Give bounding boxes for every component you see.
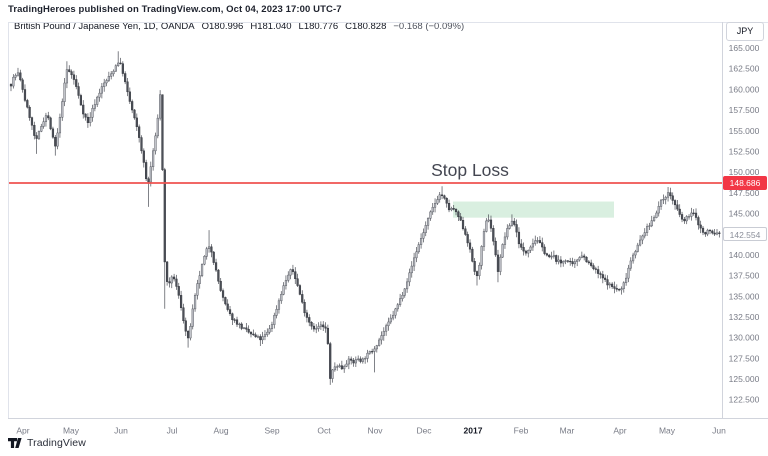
ohlc-open: O180.996 xyxy=(201,21,244,32)
svg-text:160.000: 160.000 xyxy=(729,84,760,94)
attribution-text: TradingHeroes published on TradingView.c… xyxy=(8,4,342,15)
svg-text:Aug: Aug xyxy=(213,426,228,436)
svg-text:145.000: 145.000 xyxy=(729,209,760,219)
svg-text:122.500: 122.500 xyxy=(729,395,760,405)
svg-text:Jun: Jun xyxy=(712,426,726,436)
svg-text:125.000: 125.000 xyxy=(729,374,760,384)
price-axis[interactable]: 165.000 162.500 160.000 157.500 155.000 152.5… xyxy=(729,43,760,405)
current-price-badge: 142.554 xyxy=(723,226,767,241)
svg-text:132.500: 132.500 xyxy=(729,312,760,322)
svg-text:Dec: Dec xyxy=(416,426,432,436)
svg-text:Sep: Sep xyxy=(264,426,279,436)
symbol-title: British Pound / Japanese Yen, 1D, OANDA xyxy=(14,21,195,32)
svg-text:162.500: 162.500 xyxy=(729,64,760,74)
symbol-legend[interactable]: British Pound / Japanese Yen, 1D, OANDA … xyxy=(14,21,464,32)
tradingview-watermark[interactable]: TradingView xyxy=(8,437,86,449)
svg-text:Feb: Feb xyxy=(514,426,529,436)
svg-text:Apr: Apr xyxy=(16,426,29,436)
time-axis[interactable]: Apr May Jun Jul Aug Sep Oct Nov Dec 2017 Feb Mar Apr… xyxy=(16,426,726,436)
price-change: −0.168 (−0.09%) xyxy=(393,21,465,32)
candlestick-series xyxy=(9,51,721,385)
svg-text:150.000: 150.000 xyxy=(729,167,760,177)
supply-zone-rectangle[interactable] xyxy=(453,201,614,218)
svg-text:135.000: 135.000 xyxy=(729,291,760,301)
svg-text:May: May xyxy=(63,426,80,436)
svg-text:Apr: Apr xyxy=(613,426,626,436)
svg-text:Oct: Oct xyxy=(317,426,331,436)
svg-text:157.500: 157.500 xyxy=(729,105,760,115)
currency-badge[interactable]: JPY xyxy=(726,22,764,41)
svg-text:140.000: 140.000 xyxy=(729,250,760,260)
svg-text:152.500: 152.500 xyxy=(729,146,760,156)
ohlc-high: H181.040 xyxy=(250,21,292,32)
svg-text:Jun: Jun xyxy=(114,426,128,436)
tradingview-logo-icon xyxy=(8,437,22,448)
svg-text:155.000: 155.000 xyxy=(729,126,760,136)
svg-text:Nov: Nov xyxy=(367,426,383,436)
svg-text:137.500: 137.500 xyxy=(729,271,760,281)
stop-loss-price-badge: 148.686 xyxy=(723,176,767,190)
tradingview-watermark-text: TradingView xyxy=(27,437,86,449)
svg-text:Jul: Jul xyxy=(167,426,178,436)
svg-text:147.500: 147.500 xyxy=(729,188,760,198)
svg-text:May: May xyxy=(659,426,676,436)
svg-text:Mar: Mar xyxy=(560,426,575,436)
svg-text:130.000: 130.000 xyxy=(729,333,760,343)
svg-text:165.000: 165.000 xyxy=(729,43,760,53)
svg-text:2017: 2017 xyxy=(464,426,483,436)
svg-text:127.500: 127.500 xyxy=(729,353,760,363)
stop-loss-label[interactable]: Stop Loss xyxy=(431,160,509,180)
ohlc-low: L180.776 xyxy=(298,21,339,32)
ohlc-close: C180.828 xyxy=(345,21,387,32)
